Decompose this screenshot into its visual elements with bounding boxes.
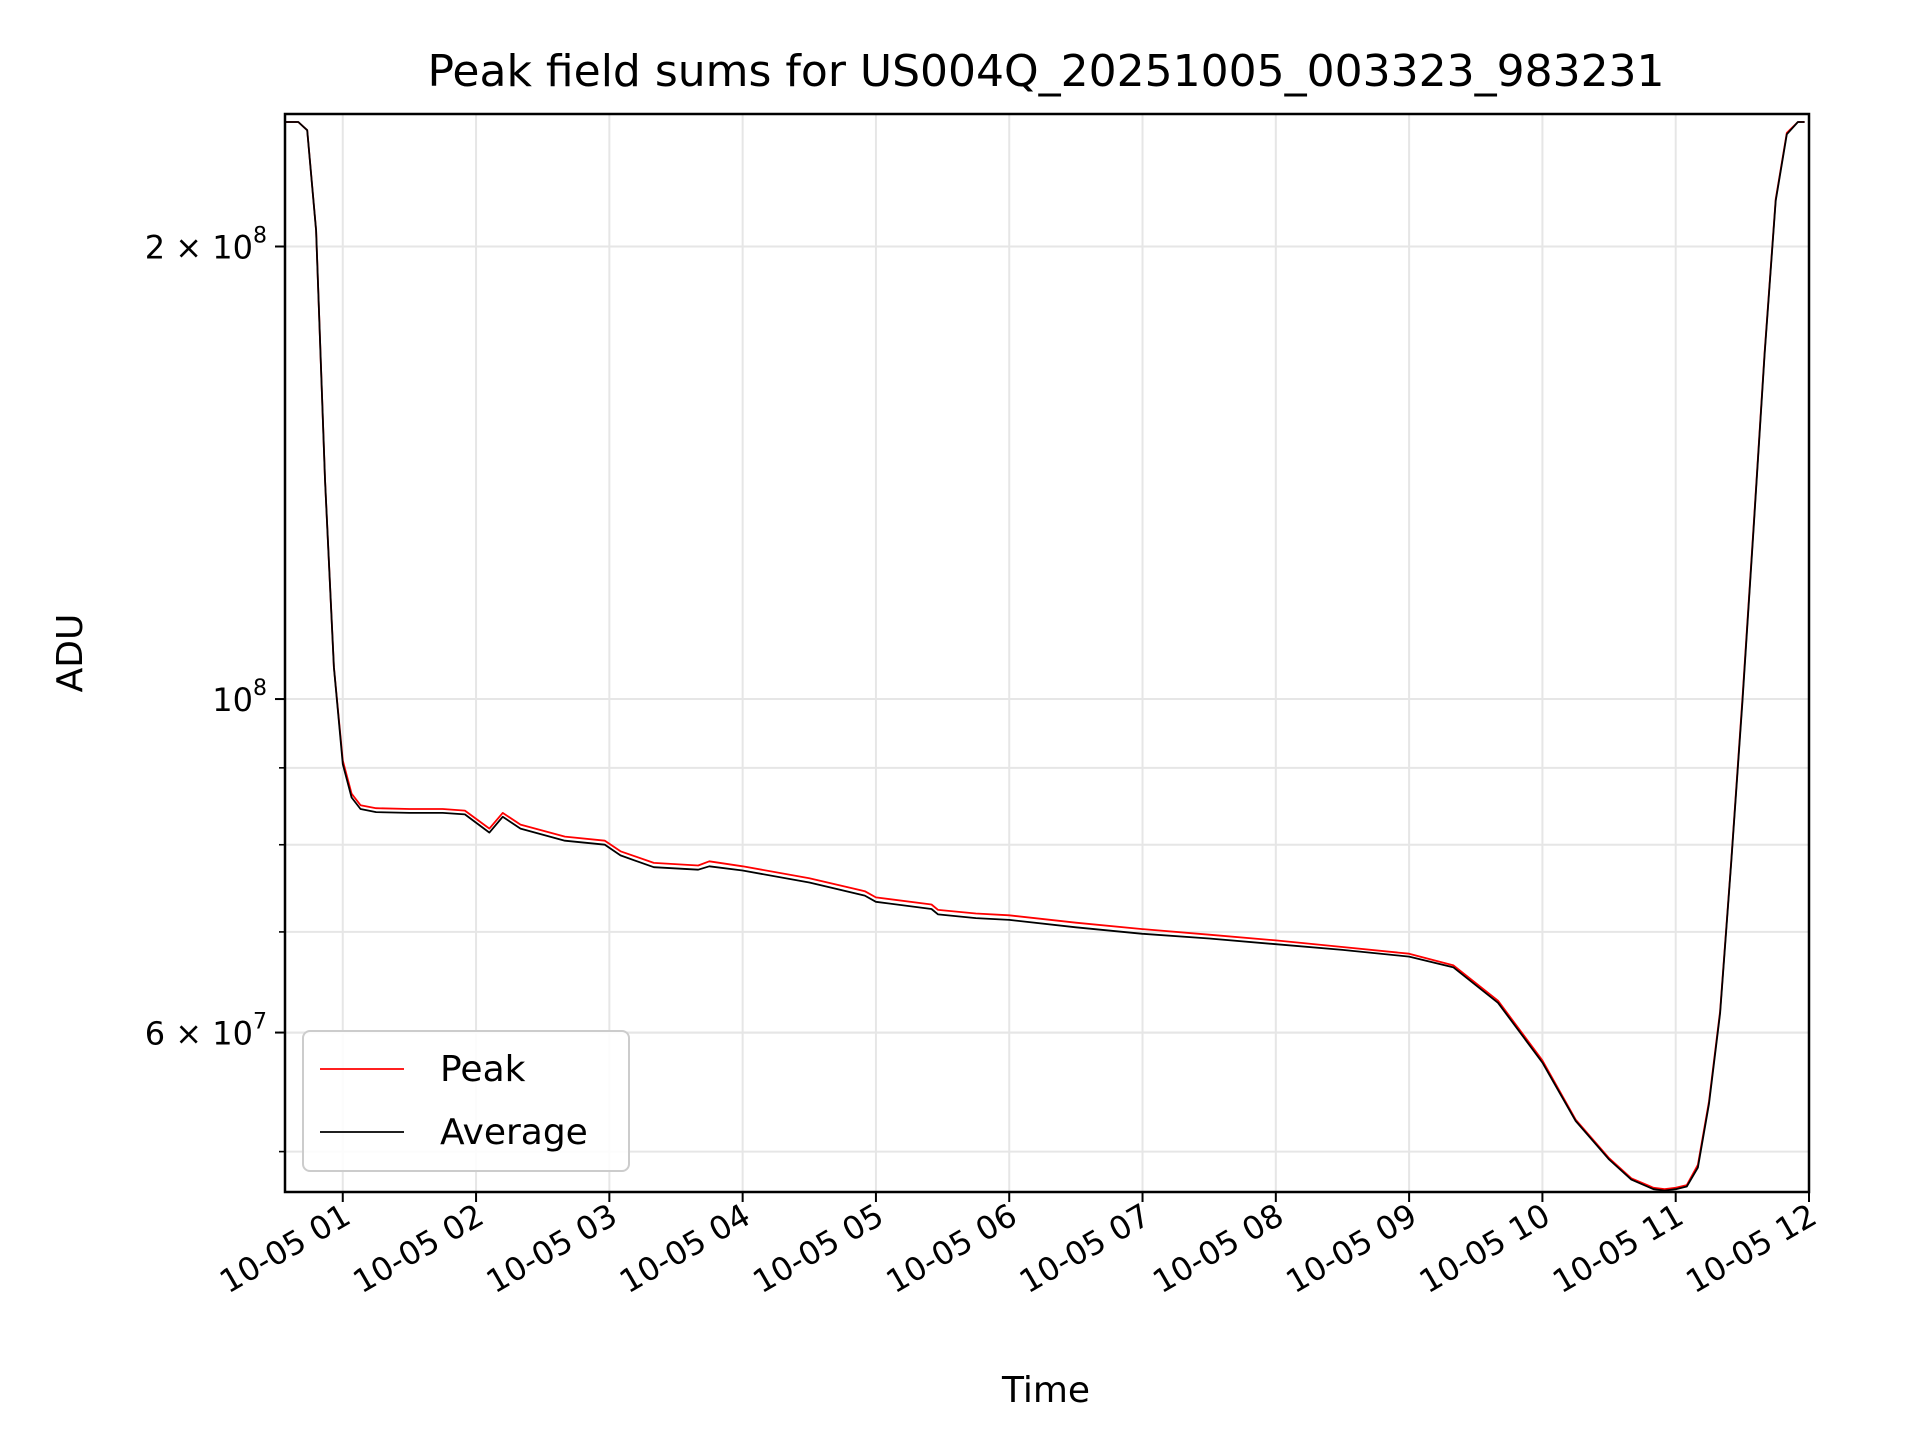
y-axis-label: ADU <box>50 614 91 693</box>
y-tick-times: × <box>165 1015 212 1053</box>
series-line-average <box>285 121 1805 1192</box>
y-tick-label: 6 × 107 <box>145 1010 267 1053</box>
legend-label-average: Average <box>440 1112 588 1153</box>
legend-label-peak: Peak <box>440 1049 526 1090</box>
grid <box>285 114 1810 1192</box>
plot-frame <box>283 112 1811 1194</box>
y-tick-base: 10 <box>212 681 253 719</box>
y-tick-times: × <box>165 228 212 266</box>
legend: Peak Average <box>302 1030 630 1172</box>
y-tick-mantissa: 2 <box>145 228 165 266</box>
y-tick-base: 10 <box>212 228 253 266</box>
chart-title: Peak field sums for US004Q_20251005_0033… <box>427 46 1664 97</box>
y-tick-label: 108 <box>212 676 267 719</box>
y-tick-mantissa: 6 <box>145 1015 165 1053</box>
y-tick-exponent: 7 <box>253 1010 267 1035</box>
y-tick-exponent: 8 <box>253 223 267 248</box>
x-axis-label: Time <box>1001 1370 1090 1411</box>
y-tick-label: 2 × 108 <box>145 223 267 266</box>
series-layer <box>285 121 1805 1192</box>
y-tick-base: 10 <box>212 1015 253 1053</box>
y-tick-exponent: 8 <box>253 676 267 701</box>
legend-box <box>302 1030 630 1172</box>
